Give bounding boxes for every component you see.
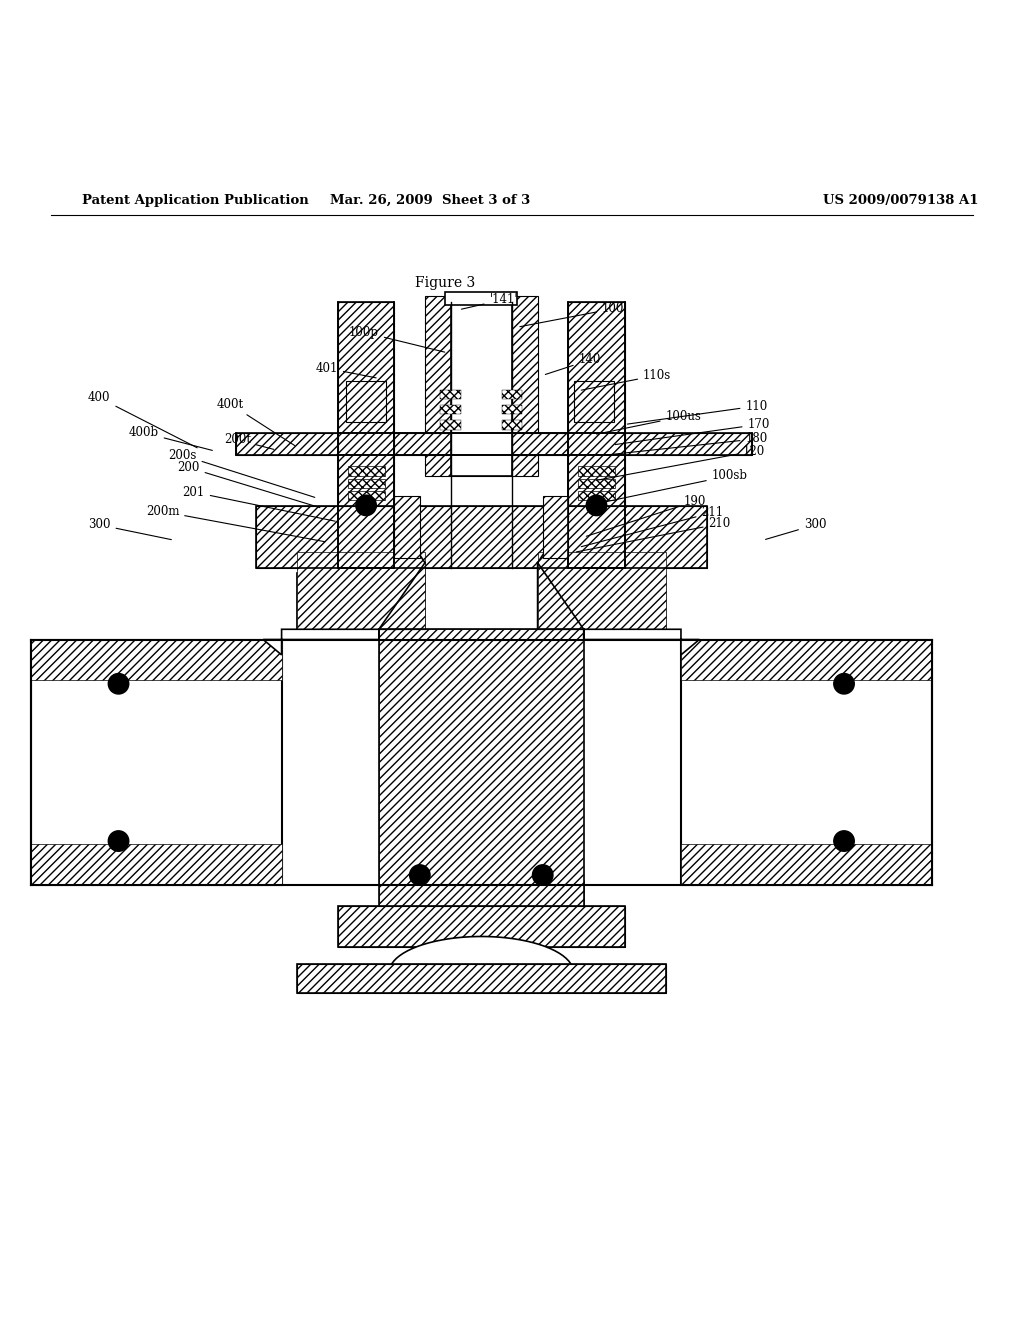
Circle shape bbox=[532, 865, 553, 886]
Polygon shape bbox=[31, 562, 425, 886]
Bar bbox=[338, 906, 625, 946]
Polygon shape bbox=[263, 630, 379, 655]
Bar bbox=[338, 301, 394, 568]
Text: US 2009/0079138 A1: US 2009/0079138 A1 bbox=[823, 194, 979, 207]
Bar bbox=[451, 297, 512, 475]
Text: 110s: 110s bbox=[582, 368, 672, 391]
Bar bbox=[681, 639, 932, 681]
Polygon shape bbox=[297, 562, 425, 630]
Bar bbox=[578, 479, 614, 488]
Text: 200m: 200m bbox=[145, 506, 325, 541]
Polygon shape bbox=[338, 936, 625, 973]
Text: 400t: 400t bbox=[217, 397, 295, 446]
Bar bbox=[256, 507, 707, 568]
Bar bbox=[297, 964, 666, 993]
Bar bbox=[347, 491, 384, 500]
Bar bbox=[297, 964, 666, 993]
Circle shape bbox=[109, 830, 129, 851]
Bar bbox=[543, 496, 568, 557]
Text: 201: 201 bbox=[182, 486, 335, 521]
Bar bbox=[440, 389, 461, 399]
Circle shape bbox=[109, 673, 129, 694]
Bar bbox=[31, 845, 282, 886]
Text: Mar. 26, 2009  Sheet 3 of 3: Mar. 26, 2009 Sheet 3 of 3 bbox=[330, 194, 530, 207]
Bar bbox=[574, 380, 614, 422]
Bar bbox=[347, 479, 384, 488]
Text: 200: 200 bbox=[177, 461, 319, 508]
Text: 300: 300 bbox=[766, 519, 826, 540]
Bar bbox=[394, 496, 420, 557]
Bar bbox=[338, 906, 625, 946]
Bar bbox=[346, 380, 386, 422]
Text: 210: 210 bbox=[577, 517, 731, 552]
Circle shape bbox=[834, 830, 854, 851]
Bar bbox=[502, 420, 522, 429]
Bar bbox=[440, 420, 461, 429]
Bar bbox=[236, 433, 752, 455]
Bar bbox=[578, 466, 614, 475]
Bar bbox=[445, 293, 517, 305]
Bar bbox=[538, 553, 666, 630]
Text: 401: 401 bbox=[315, 362, 376, 378]
Bar bbox=[502, 405, 522, 414]
Text: 200t: 200t bbox=[224, 433, 273, 449]
Polygon shape bbox=[584, 630, 699, 655]
Bar bbox=[379, 630, 584, 941]
Text: 100us: 100us bbox=[597, 409, 701, 434]
Bar bbox=[568, 301, 625, 568]
Text: 170: 170 bbox=[615, 418, 770, 445]
Text: 200s: 200s bbox=[168, 449, 314, 498]
Bar bbox=[31, 639, 282, 681]
Text: Patent Application Publication: Patent Application Publication bbox=[82, 194, 308, 207]
Text: '141': '141' bbox=[462, 293, 518, 309]
Bar bbox=[568, 301, 625, 568]
Text: 110: 110 bbox=[628, 400, 768, 424]
Circle shape bbox=[834, 673, 854, 694]
Circle shape bbox=[355, 495, 376, 516]
Bar bbox=[578, 491, 614, 500]
Text: 400: 400 bbox=[88, 391, 198, 447]
Text: 100sb: 100sb bbox=[587, 469, 748, 506]
Bar bbox=[425, 297, 538, 475]
Bar bbox=[681, 845, 932, 886]
Text: 140: 140 bbox=[546, 354, 601, 375]
Text: 100p: 100p bbox=[349, 326, 444, 352]
Bar bbox=[502, 389, 522, 399]
Text: Figure 3: Figure 3 bbox=[416, 276, 475, 290]
Bar bbox=[31, 639, 282, 886]
Text: 190: 190 bbox=[587, 495, 707, 536]
Bar bbox=[256, 507, 707, 568]
Text: 180: 180 bbox=[607, 433, 768, 455]
Circle shape bbox=[410, 865, 430, 886]
Text: 120: 120 bbox=[597, 445, 765, 480]
Polygon shape bbox=[538, 562, 932, 886]
Bar bbox=[379, 630, 584, 941]
Bar bbox=[338, 301, 394, 568]
Bar bbox=[297, 553, 425, 630]
Text: 100: 100 bbox=[520, 302, 625, 326]
Text: 400b: 400b bbox=[129, 426, 212, 450]
Text: 300: 300 bbox=[88, 519, 171, 540]
Bar bbox=[440, 405, 461, 414]
Bar bbox=[347, 466, 384, 475]
Text: 211: 211 bbox=[582, 506, 724, 546]
Circle shape bbox=[586, 495, 606, 516]
Bar bbox=[236, 433, 752, 455]
Bar bbox=[681, 639, 932, 886]
Polygon shape bbox=[538, 562, 666, 630]
